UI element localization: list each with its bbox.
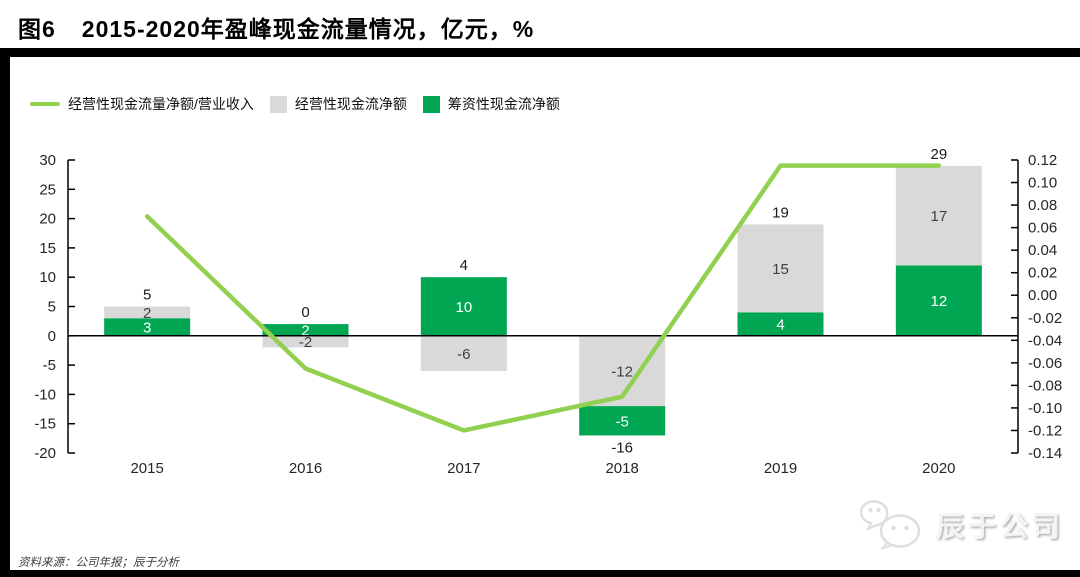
- bar-total-label: 4: [460, 257, 468, 274]
- title-divider: [0, 48, 1080, 57]
- right-axis-tick-label: 0.06: [1028, 220, 1057, 237]
- right-axis-tick-label: 0.08: [1028, 197, 1057, 214]
- bar-segment-financing: [579, 406, 666, 436]
- ratio-line-series: [144, 163, 942, 433]
- x-axis-label: 2016: [289, 460, 322, 477]
- page-title: 图6 2015-2020年盈峰现金流量情况，亿元，%: [18, 10, 534, 44]
- legend-box-swatch: [269, 95, 287, 113]
- left-axis-tick-label: 30: [39, 152, 56, 169]
- bar-total-label: 5: [143, 287, 151, 304]
- bar-segment-label: 10: [455, 299, 472, 316]
- x-axis-label: 2018: [605, 460, 638, 477]
- legend-item-0: 经营性现金流量净额/营业收入: [30, 94, 254, 114]
- right-axis-tick-label: 0.12: [1028, 152, 1057, 169]
- bar-segment-financing: [420, 277, 507, 336]
- legend-label: 经营性现金流量净额/营业收入: [68, 96, 254, 112]
- left-axis-tick-label: -5: [43, 357, 56, 374]
- left-axis-tick-label: -15: [34, 416, 56, 433]
- right-axis-tick-label: -0.02: [1028, 310, 1062, 327]
- bar-segment-operating: [895, 165, 982, 266]
- left-axis-tick-label: 15: [39, 240, 56, 257]
- bar-segment-label: 4: [776, 317, 784, 334]
- legend-box-swatch: [422, 95, 440, 113]
- legend-line-swatch: [30, 101, 60, 107]
- bar-segment-operating: [104, 306, 191, 319]
- legend-label: 筹资性现金流净额: [447, 96, 560, 112]
- bar-total-label: 29: [930, 146, 947, 163]
- left-axis-tick-label: 20: [39, 211, 56, 228]
- legend-label: 经营性现金流净额: [294, 96, 407, 112]
- bar-segment-label: 12: [930, 293, 947, 310]
- chart-legend: 经营性现金流量净额/营业收入 经营性现金流净额 筹资性现金流净额: [30, 94, 560, 114]
- left-axis-tick-label: -20: [34, 445, 56, 462]
- right-axis-tick-label: 0.10: [1028, 175, 1057, 192]
- bar-segment-label: 17: [930, 208, 947, 225]
- bar-total-label: 19: [772, 204, 789, 221]
- bar-total-label: 0: [301, 304, 309, 321]
- bar-segment-label: -12: [611, 363, 633, 380]
- bar-segment-label: -6: [457, 346, 470, 363]
- figure-number: 图6: [18, 16, 56, 42]
- left-axis-tick-label: -10: [34, 386, 56, 403]
- watermark: 辰于公司: [859, 500, 1064, 550]
- bar-segment-financing: [262, 324, 349, 336]
- right-axis-tick-label: -0.10: [1028, 400, 1062, 417]
- bar-segment-label: -5: [615, 413, 628, 430]
- right-axis-tick-label: 0.04: [1028, 242, 1057, 259]
- bar-segment-operating: [262, 335, 349, 348]
- right-axis-tick-label: -0.06: [1028, 355, 1062, 372]
- left-edge-bar: [0, 48, 10, 577]
- bar-segment-financing: [895, 265, 982, 336]
- wechat-icon: [859, 500, 921, 550]
- bar-segment-operating: [420, 335, 507, 371]
- x-axis-label: 2017: [447, 460, 480, 477]
- watermark-text: 辰于公司: [935, 511, 1064, 542]
- x-axis-label: 2019: [764, 460, 797, 477]
- right-axis-tick-label: -0.08: [1028, 377, 1062, 394]
- bar-segment-label: 15: [772, 261, 789, 278]
- right-axis-tick-label: -0.04: [1028, 332, 1062, 349]
- bar-segment-operating: [737, 224, 824, 313]
- figure-title-text: 2015-2020年盈峰现金流量情况，亿元，%: [81, 16, 535, 42]
- x-axis-label: 2015: [130, 460, 163, 477]
- x-axis-label: 2020: [922, 460, 955, 477]
- right-axis-tick-label: -0.14: [1028, 445, 1062, 462]
- right-axis-tick-label: 0.00: [1028, 287, 1057, 304]
- bar-segment-financing: [104, 318, 191, 336]
- right-axis-tick-label: 0.02: [1028, 265, 1057, 282]
- bottom-edge-bar: [0, 570, 1080, 577]
- left-axis-tick-label: 5: [48, 299, 56, 316]
- legend-item-2: 筹资性现金流净额: [422, 94, 560, 114]
- bar-segment-label: 3: [143, 320, 151, 337]
- legend-item-1: 经营性现金流净额: [269, 94, 407, 114]
- right-axis-tick-label: -0.12: [1028, 422, 1062, 439]
- left-axis-tick-label: 25: [39, 181, 56, 198]
- bar-segment-label: 2: [143, 305, 151, 322]
- bar-segment-label: -2: [299, 334, 312, 351]
- source-note: 资料来源：公司年报；辰于分析: [18, 557, 179, 569]
- bar-segment-financing: [737, 312, 824, 336]
- left-axis-tick-label: 0: [48, 328, 56, 345]
- left-axis-tick-label: 10: [39, 269, 56, 286]
- bar-total-label: -16: [611, 439, 633, 456]
- bar-segment-label: 2: [301, 322, 309, 339]
